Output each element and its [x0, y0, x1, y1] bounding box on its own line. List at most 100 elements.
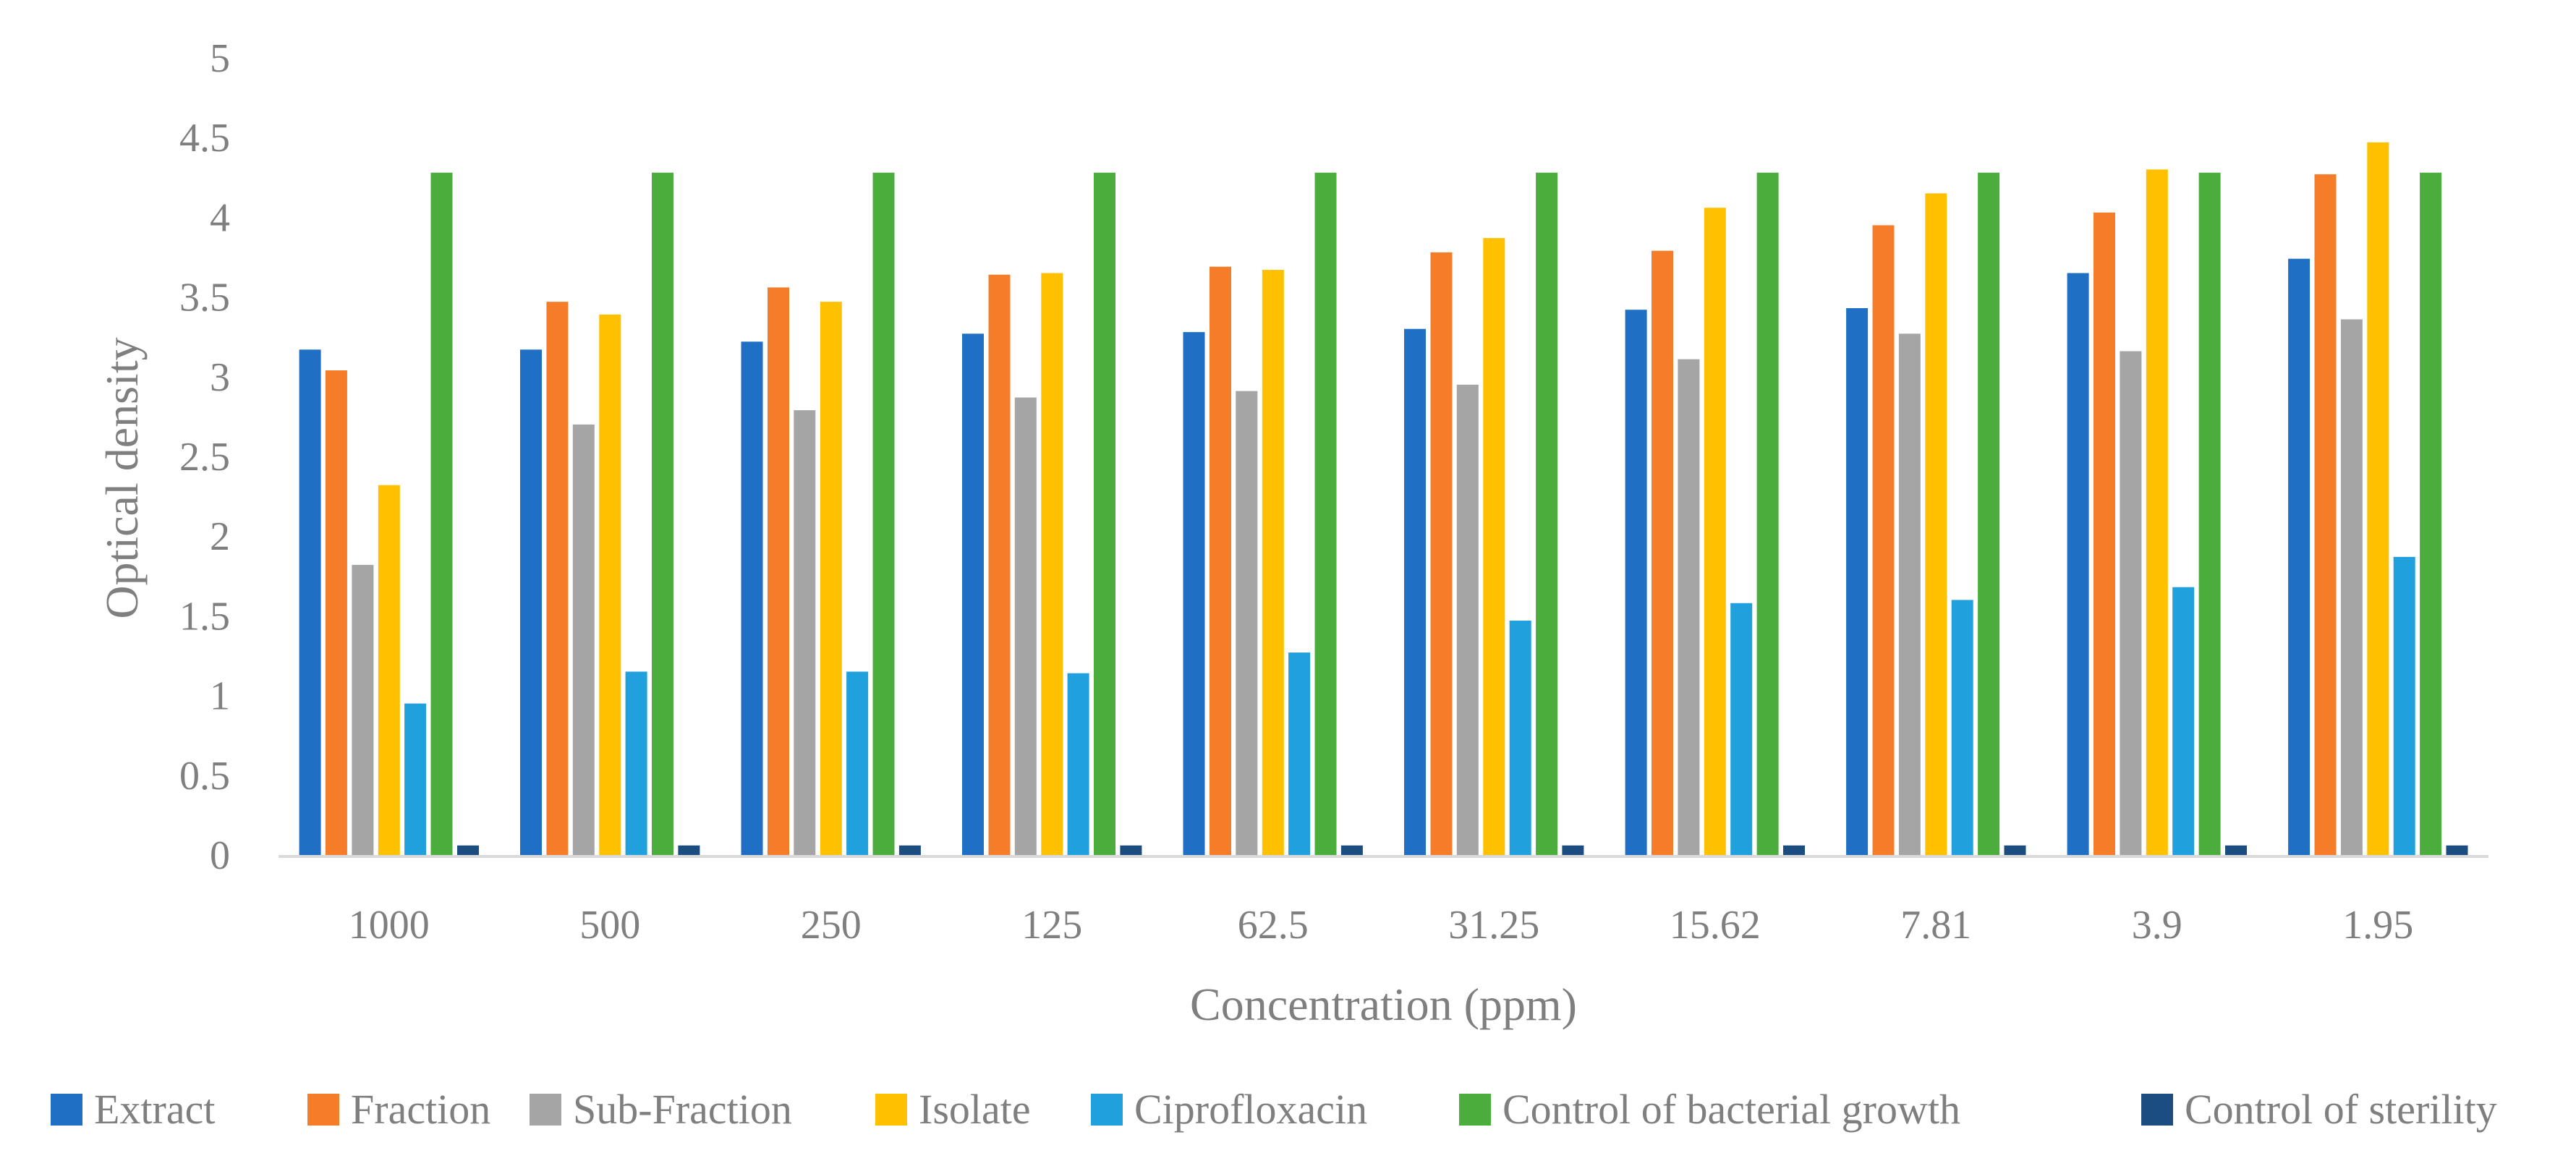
- bar-extract-31_25: [1404, 328, 1426, 855]
- bar-sub-fraction-31_25: [1456, 384, 1479, 855]
- bar-fraction-250: [768, 287, 789, 855]
- bar-ciprofloxacin-125: [1067, 673, 1089, 855]
- bar-control-of-sterility-15_62: [1783, 845, 1805, 855]
- bar-extract-1_95: [2288, 258, 2311, 855]
- y-tick-label: 3.5: [179, 276, 230, 320]
- bar-isolate-125: [1041, 273, 1063, 855]
- y-axis-tick-labels: 0 0.5 1 1.5 2 2.5 3 3.5 4 4.5 5: [179, 36, 230, 878]
- bar-sub-fraction-62_5: [1236, 391, 1258, 855]
- bar-extract-1000: [299, 349, 321, 855]
- bar-isolate-7_81: [1925, 193, 1947, 855]
- y-axis-title: Optical density: [96, 337, 148, 618]
- bar-isolate-3_9: [2146, 169, 2168, 856]
- legend-label: Extract: [94, 1086, 215, 1133]
- bar-fraction-62_5: [1210, 266, 1231, 855]
- x-tick-label: 1000: [349, 903, 430, 948]
- legend-label: Control of bacterial growth: [1502, 1086, 1960, 1133]
- legend-label: Fraction: [351, 1086, 490, 1133]
- bar-control-of-sterility-31_25: [1562, 845, 1584, 855]
- bar-control-of-bacterial-growth-250: [872, 172, 895, 855]
- bar-sub-fraction-1_95: [2340, 319, 2363, 855]
- y-tick-label: 4: [210, 195, 230, 240]
- y-tick-label: 0.5: [179, 754, 230, 799]
- y-tick-label: 0: [210, 833, 230, 878]
- bar-ciprofloxacin-1_95: [2393, 556, 2415, 855]
- bar-control-of-sterility-62_5: [1340, 845, 1363, 855]
- bar-control-of-sterility-125: [1120, 845, 1142, 855]
- x-tick-label: 1.95: [2342, 903, 2413, 948]
- bar-control-of-bacterial-growth-62_5: [1314, 172, 1337, 855]
- legend-swatch: [530, 1094, 561, 1126]
- bar-extract-125: [962, 333, 984, 855]
- bar-control-of-sterility-3_9: [2225, 845, 2247, 855]
- bar-fraction-125: [988, 274, 1011, 855]
- bar-fraction-31_25: [1430, 252, 1453, 855]
- bar-extract-250: [741, 341, 763, 855]
- bar-isolate-15_62: [1704, 208, 1726, 855]
- legend-swatch: [2141, 1094, 2173, 1126]
- legend-swatch: [307, 1094, 339, 1126]
- bar-sub-fraction-3_9: [2120, 351, 2142, 855]
- bar-control-of-sterility-250: [898, 845, 921, 855]
- bar-fraction-3_9: [2093, 212, 2115, 855]
- bar-ciprofloxacin-3_9: [2172, 587, 2195, 855]
- legend-swatch: [875, 1094, 907, 1126]
- x-tick-label: 250: [801, 903, 862, 948]
- legend-label: Sub-Fraction: [573, 1086, 792, 1133]
- legend: Extract Fraction Sub-Fraction Isolate Ciprof…: [51, 1086, 2497, 1133]
- bar-control-of-sterility-7_81: [2004, 845, 2026, 855]
- bar-ciprofloxacin-31_25: [1509, 621, 1531, 855]
- legend-label: Control of sterility: [2185, 1086, 2497, 1133]
- bar-isolate-1_95: [2367, 142, 2389, 856]
- legend-swatch: [51, 1094, 82, 1126]
- bar-isolate-500: [599, 314, 621, 855]
- bar-ciprofloxacin-15_62: [1730, 603, 1753, 855]
- y-tick-label: 5: [210, 36, 230, 81]
- legend-swatch: [1459, 1094, 1491, 1126]
- y-tick-label: 1.5: [179, 594, 230, 639]
- y-tick-label: 4.5: [179, 116, 230, 161]
- bar-control-of-bacterial-growth-15_62: [1756, 172, 1779, 855]
- bar-fraction-1000: [325, 370, 347, 855]
- legend-swatch: [1091, 1094, 1123, 1126]
- bar-sub-fraction-125: [1014, 397, 1037, 855]
- x-tick-label: 125: [1021, 903, 1082, 948]
- y-tick-label: 3: [210, 355, 230, 400]
- bar-ciprofloxacin-7_81: [1951, 600, 1973, 855]
- bar-ciprofloxacin-1000: [404, 703, 427, 855]
- bar-extract-15_62: [1625, 310, 1647, 855]
- bar-extract-7_81: [1846, 308, 1869, 855]
- bar-ciprofloxacin-500: [625, 671, 647, 855]
- bar-isolate-62_5: [1262, 270, 1284, 856]
- bar-control-of-sterility-1000: [457, 845, 479, 855]
- bar-control-of-bacterial-growth-1_95: [2420, 172, 2442, 855]
- bar-fraction-500: [546, 302, 569, 855]
- x-tick-label: 7.81: [1900, 903, 1971, 948]
- x-axis-title: Concentration (ppm): [1190, 979, 1577, 1030]
- bar-control-of-bacterial-growth-1000: [430, 172, 453, 855]
- y-tick-label: 2: [210, 514, 230, 559]
- bar-control-of-bacterial-growth-3_9: [2198, 172, 2221, 855]
- bar-control-of-bacterial-growth-7_81: [1978, 172, 2000, 855]
- bar-control-of-sterility-1_95: [2446, 845, 2468, 855]
- bar-extract-3_9: [2067, 273, 2089, 855]
- bar-sub-fraction-500: [572, 424, 595, 855]
- x-tick-label: 62.5: [1238, 903, 1309, 948]
- x-tick-label: 15.62: [1670, 903, 1761, 948]
- bar-ciprofloxacin-62_5: [1288, 652, 1311, 855]
- bar-control-of-bacterial-growth-31_25: [1536, 172, 1558, 855]
- bar-extract-62_5: [1183, 332, 1205, 856]
- bar-sub-fraction-250: [794, 410, 816, 855]
- y-tick-label: 2.5: [179, 435, 230, 480]
- legend-label: Isolate: [919, 1086, 1031, 1133]
- y-tick-label: 1: [210, 674, 230, 719]
- bar-control-of-bacterial-growth-500: [652, 172, 673, 855]
- bars: [299, 142, 2468, 856]
- bar-fraction-7_81: [1872, 225, 1895, 855]
- bar-sub-fraction-7_81: [1898, 333, 1921, 855]
- bar-isolate-1000: [378, 485, 400, 855]
- x-tick-label: 31.25: [1448, 903, 1539, 948]
- bar-extract-500: [520, 349, 542, 855]
- bar-control-of-sterility-500: [678, 845, 700, 855]
